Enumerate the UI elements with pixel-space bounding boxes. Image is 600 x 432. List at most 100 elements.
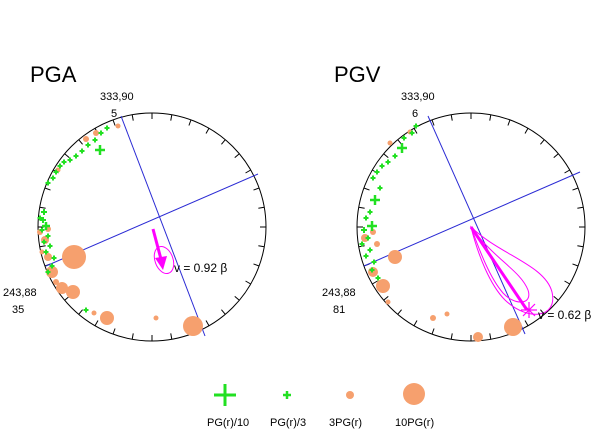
tick-mark	[39, 245, 46, 248]
pgv-circle	[387, 140, 393, 146]
pgv-confidence-region-outer	[470, 225, 554, 315]
station-cross-marker	[377, 185, 383, 191]
pgv-aux-dip-label: 81	[333, 304, 345, 316]
tick-mark	[413, 128, 418, 134]
station-cross-marker	[41, 209, 47, 215]
tick-mark	[577, 245, 584, 248]
legend-large-cross-symbol	[214, 384, 236, 406]
station-cross-marker	[43, 249, 49, 255]
pga-circle	[93, 130, 99, 136]
pga-aux-dip-label: 35	[12, 304, 24, 316]
pga-circle-large	[183, 316, 203, 336]
tick-mark	[205, 320, 210, 326]
station-cross-marker	[83, 307, 89, 313]
tick-mark	[170, 114, 173, 121]
tick-mark	[94, 320, 99, 326]
tick-mark	[572, 263, 579, 267]
legend-small-circle-symbol	[346, 391, 354, 399]
tick-mark	[358, 206, 365, 209]
tick-mark	[524, 320, 529, 326]
tick-mark	[431, 328, 435, 335]
pga-stereonet-circle	[37, 112, 267, 342]
pgv-confidence-region-inner	[470, 226, 530, 303]
pgv-amplitude-crosses	[359, 123, 419, 281]
station-cross-marker	[375, 275, 381, 281]
pgv-velocity-label: v = 0.62 β	[538, 308, 591, 322]
tick-mark	[383, 296, 389, 301]
station-cross-marker	[47, 243, 53, 249]
tick-mark	[221, 139, 226, 145]
pgv-tick-marks	[357, 113, 585, 341]
pga-title: PGA	[30, 62, 77, 87]
station-cross-marker	[370, 175, 376, 181]
pga-circle	[44, 253, 52, 261]
legend: PG(r)/10 PG(r)/3 3PG(r) 10PG(r)	[207, 383, 434, 429]
pga-rupture-vector	[151, 228, 175, 275]
station-cross-marker	[367, 221, 377, 231]
pgv-velocity-arrow	[469, 226, 529, 311]
pgv-dip-label: 6	[412, 108, 418, 120]
tick-mark	[112, 328, 116, 335]
pgv-circle	[444, 311, 450, 317]
station-cross-marker	[397, 143, 407, 153]
station-cross-marker	[79, 148, 85, 154]
tick-mark	[78, 139, 83, 145]
station-cross-marker	[369, 267, 375, 273]
tick-mark	[540, 139, 545, 145]
tick-mark	[170, 333, 173, 340]
station-cross-marker	[53, 169, 59, 175]
station-cross-marker	[374, 169, 380, 175]
tick-mark	[489, 333, 492, 340]
station-cross-marker	[385, 159, 391, 165]
tick-mark	[234, 153, 240, 158]
station-cross-marker	[367, 247, 373, 253]
station-cross-marker	[361, 227, 367, 233]
station-cross-marker	[363, 215, 369, 221]
pga-nodal-plane-1	[120, 115, 206, 337]
tick-mark	[258, 245, 265, 248]
tick-mark	[431, 119, 435, 126]
station-cross-marker	[57, 163, 63, 169]
pga-circle	[91, 310, 97, 316]
tick-mark	[245, 169, 251, 174]
pgv-vector-tip-star	[521, 302, 537, 318]
legend-label-pg-div10: PG(r)/10	[207, 417, 249, 429]
tick-mark	[524, 128, 529, 134]
tick-mark	[553, 153, 559, 158]
station-cross-marker	[95, 145, 105, 155]
pgv-strike-label: 333,90	[401, 91, 435, 103]
pga-circle	[53, 279, 59, 285]
tick-mark	[245, 280, 251, 285]
pgv-circle-large	[376, 279, 390, 293]
pgv-circle	[374, 241, 380, 247]
tick-mark	[564, 169, 570, 174]
station-cross-marker	[359, 241, 365, 247]
pgv-nodal-plane-2	[363, 171, 581, 267]
tick-mark	[258, 206, 265, 209]
pga-strike-label: 333,90	[100, 91, 134, 103]
tick-mark	[363, 187, 370, 191]
pga-arrow-head	[155, 256, 167, 270]
pga-velocity-label: v = 0.92 β	[174, 261, 227, 275]
tick-mark	[112, 119, 116, 126]
station-cross-marker	[370, 195, 380, 205]
tick-mark	[450, 333, 453, 340]
tick-mark	[553, 296, 559, 301]
station-cross-marker	[49, 263, 55, 269]
pgv-title: PGV	[334, 62, 381, 87]
pga-circle-large	[62, 245, 86, 269]
tick-mark	[234, 296, 240, 301]
station-cross-marker	[37, 215, 43, 221]
pga-circle	[46, 266, 58, 278]
pgv-circle	[473, 332, 483, 342]
station-cross-marker	[45, 233, 51, 239]
pga-circle-large	[100, 311, 114, 325]
pga-circle	[39, 249, 45, 255]
station-cross-marker	[45, 180, 51, 186]
station-cross-marker	[379, 163, 385, 169]
station-cross-marker	[51, 255, 57, 261]
tick-mark	[564, 280, 570, 285]
tick-mark	[540, 309, 545, 315]
station-cross-marker	[409, 130, 415, 136]
